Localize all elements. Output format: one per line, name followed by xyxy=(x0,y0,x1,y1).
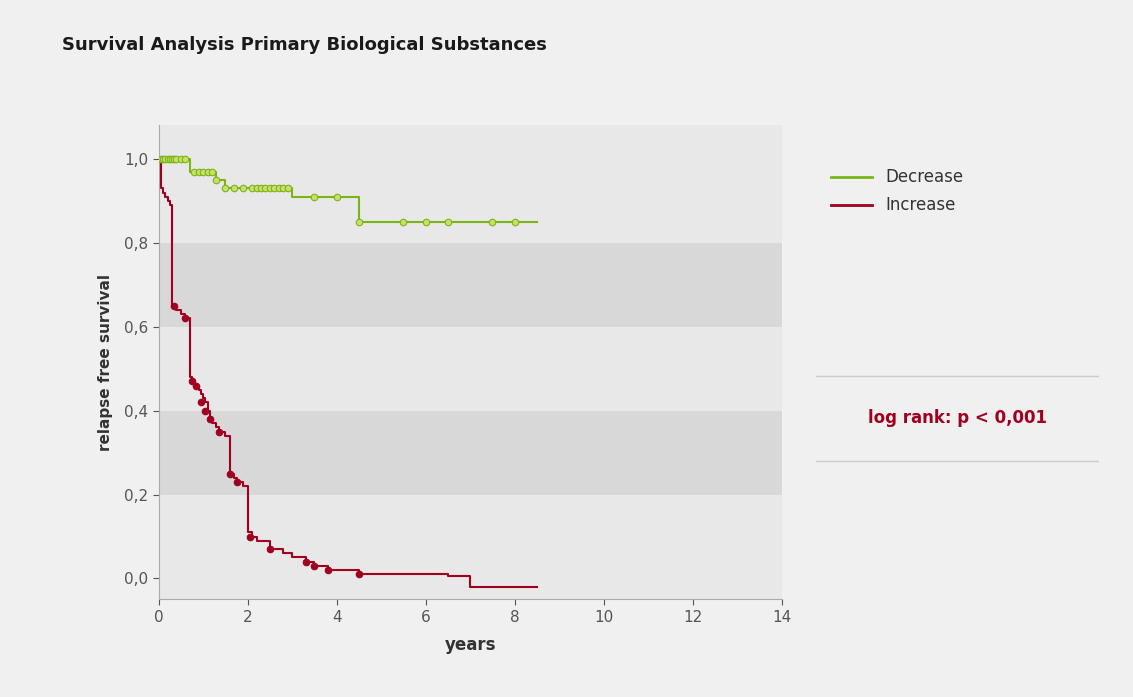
Point xyxy=(168,153,186,164)
Point xyxy=(394,216,412,227)
Point xyxy=(306,560,324,572)
Point xyxy=(159,153,177,164)
Point xyxy=(241,531,259,542)
Point xyxy=(252,183,270,194)
Point xyxy=(172,153,190,164)
Point xyxy=(274,183,292,194)
Point xyxy=(201,413,219,424)
Bar xyxy=(159,159,782,243)
Point xyxy=(438,216,457,227)
Point xyxy=(505,216,523,227)
Point xyxy=(185,166,203,177)
Point xyxy=(203,166,221,177)
Point xyxy=(279,183,297,194)
Point xyxy=(177,153,195,164)
Point xyxy=(196,405,214,416)
Legend: Decrease, Increase: Decrease, Increase xyxy=(824,162,971,221)
Point xyxy=(165,300,184,312)
Point xyxy=(152,153,170,164)
Point xyxy=(189,166,207,177)
Point xyxy=(244,183,262,194)
X-axis label: years: years xyxy=(444,636,496,654)
Point xyxy=(161,153,179,164)
Point xyxy=(182,376,201,387)
Point xyxy=(163,153,181,164)
Point xyxy=(194,166,212,177)
Point xyxy=(265,183,283,194)
Point xyxy=(297,556,315,567)
Point xyxy=(177,313,195,324)
Point xyxy=(187,380,205,391)
Point xyxy=(417,216,435,227)
Bar xyxy=(159,411,782,495)
Point xyxy=(350,216,368,227)
Point xyxy=(270,183,288,194)
Point xyxy=(306,191,324,202)
Point xyxy=(318,565,337,576)
Bar xyxy=(159,327,782,411)
Point xyxy=(247,183,265,194)
Point xyxy=(228,477,246,488)
Point xyxy=(191,397,210,408)
Point xyxy=(350,569,368,580)
Point xyxy=(221,468,239,479)
Point xyxy=(165,153,184,164)
Point xyxy=(235,183,253,194)
Point xyxy=(225,183,244,194)
Point xyxy=(207,174,225,185)
Point xyxy=(154,153,172,164)
Point xyxy=(484,216,502,227)
Point xyxy=(156,153,174,164)
Text: log rank: p < 0,001: log rank: p < 0,001 xyxy=(868,409,1047,427)
Point xyxy=(256,183,274,194)
Point xyxy=(210,426,228,437)
Point xyxy=(261,544,279,555)
Point xyxy=(216,183,235,194)
Bar xyxy=(159,495,782,579)
Point xyxy=(261,183,279,194)
Point xyxy=(327,191,346,202)
Point xyxy=(198,166,216,177)
Text: Survival Analysis Primary Biological Substances: Survival Analysis Primary Biological Sub… xyxy=(62,36,547,54)
Bar xyxy=(159,243,782,327)
Y-axis label: relapse free survival: relapse free survival xyxy=(97,274,113,451)
